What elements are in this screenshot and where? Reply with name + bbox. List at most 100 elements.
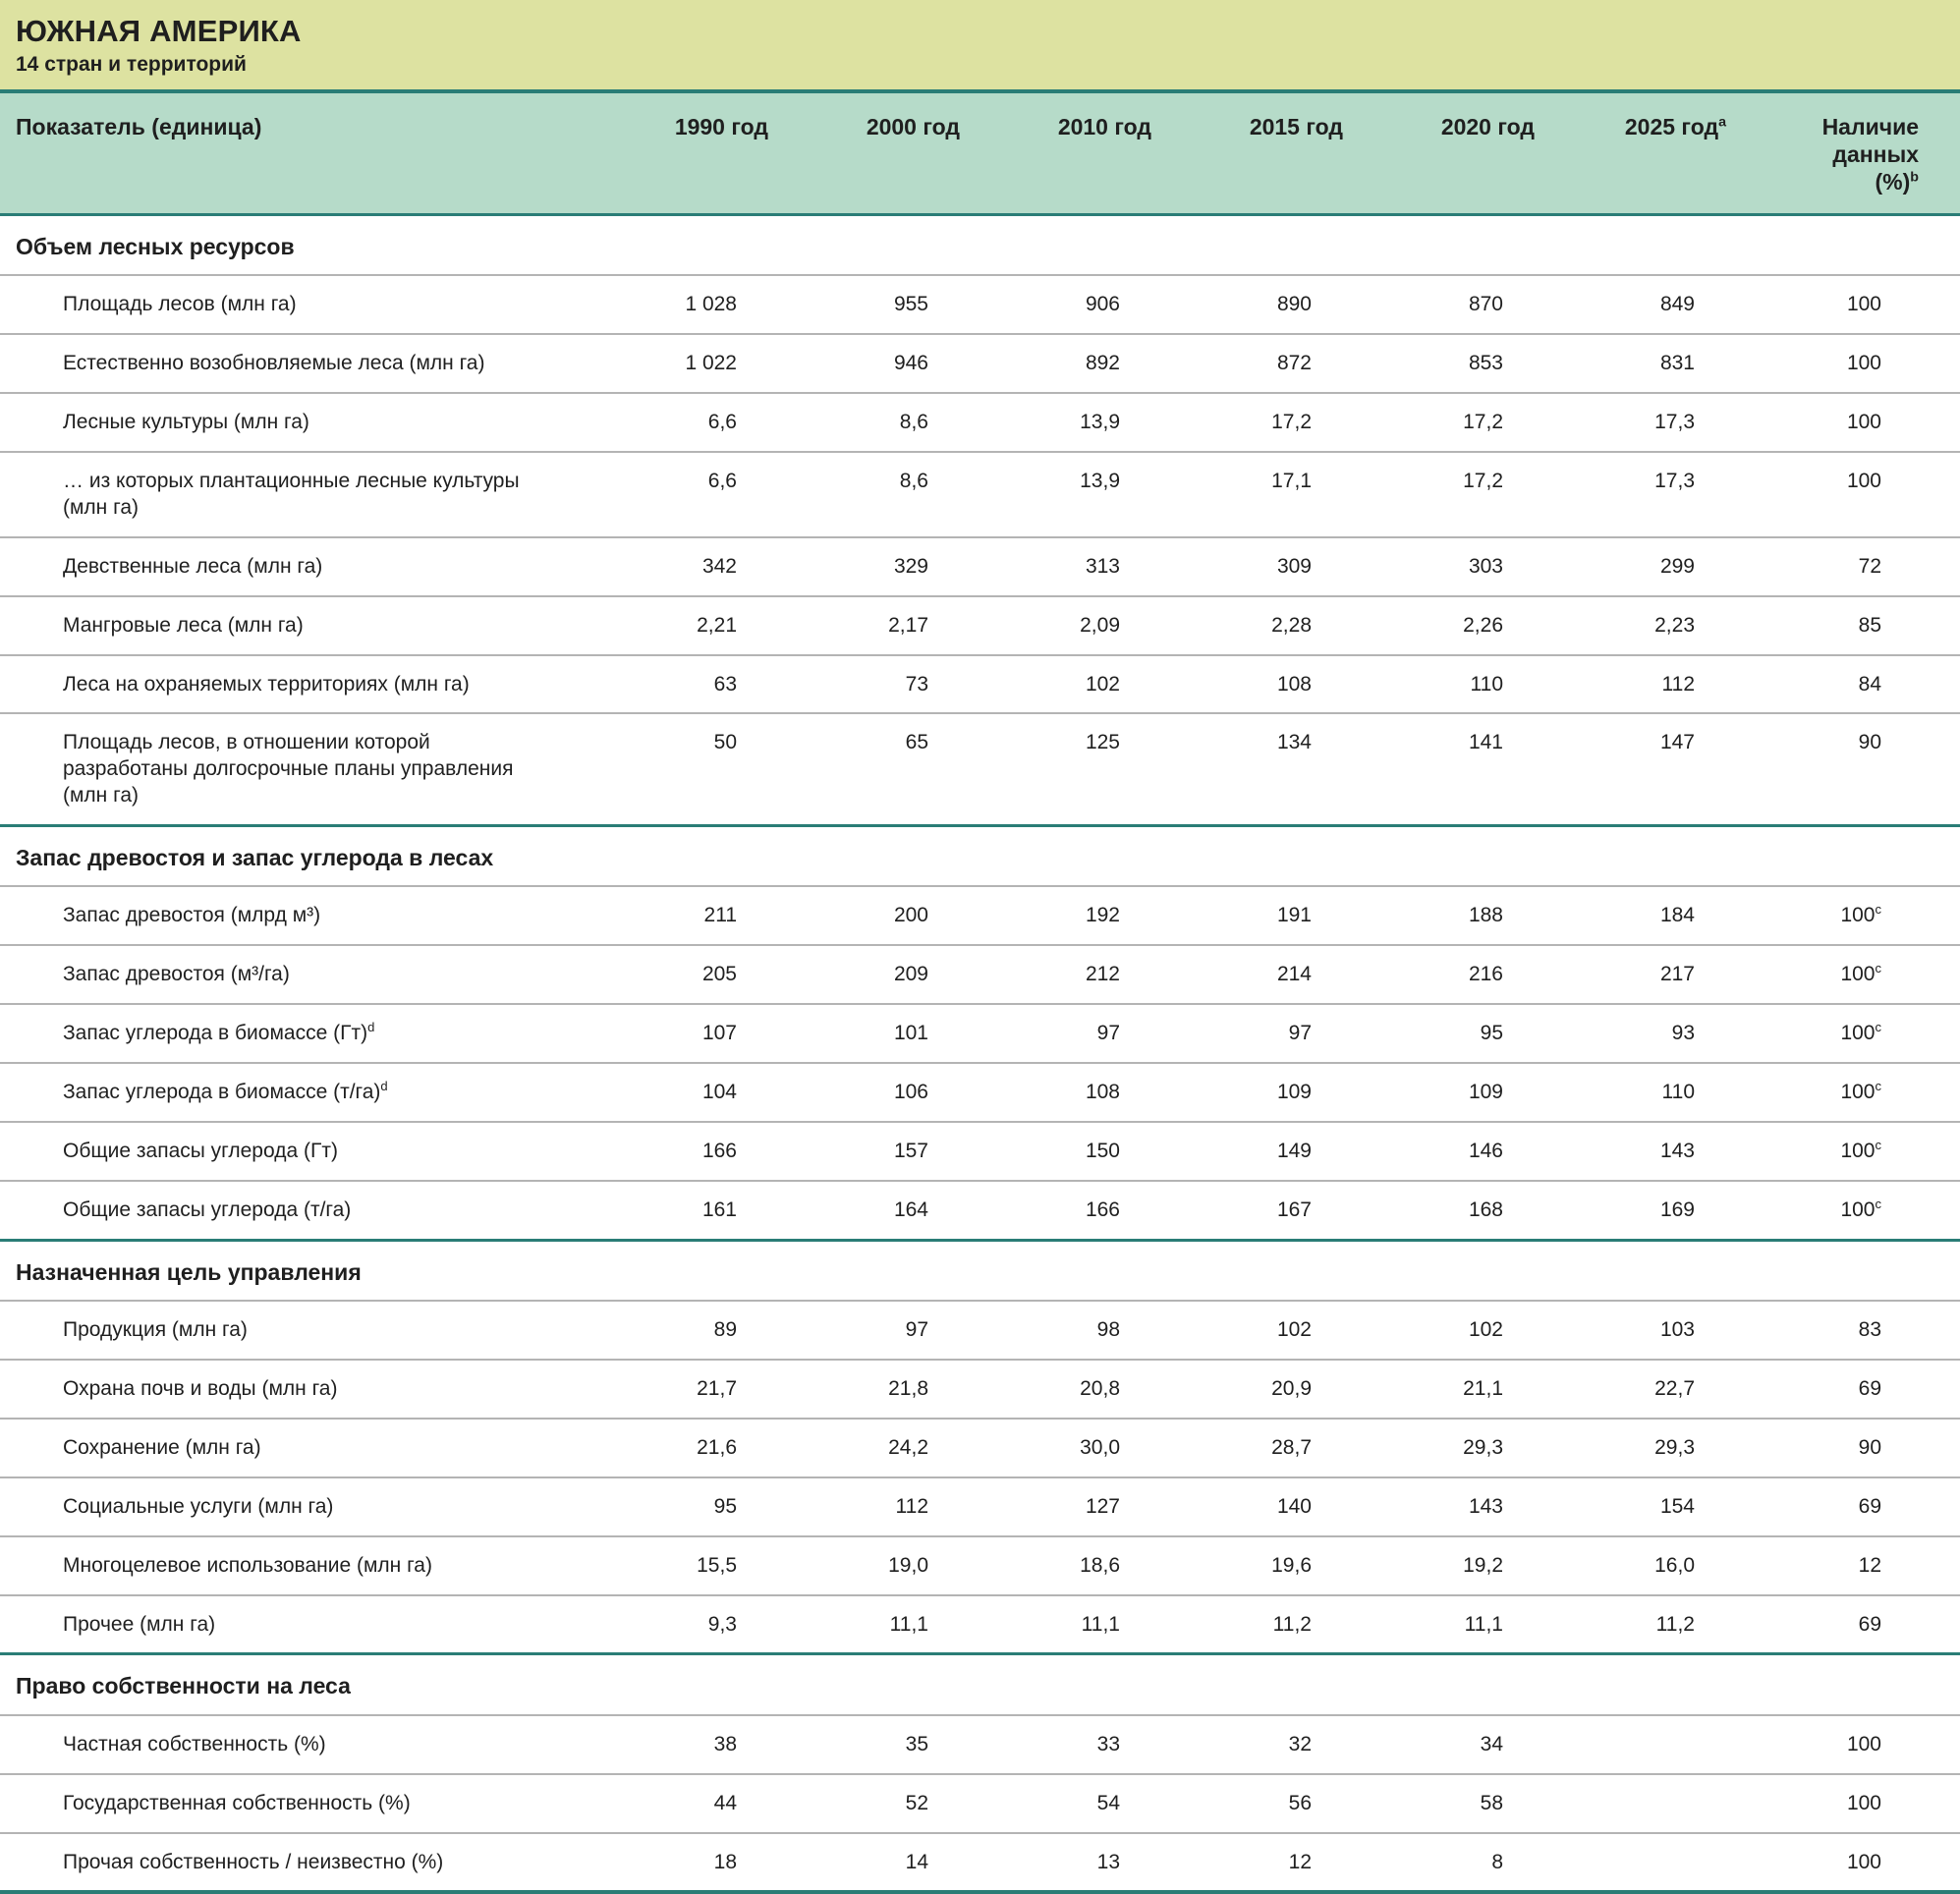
- value-cell: 95: [1480, 1022, 1503, 1045]
- row-label: … из которых плантационные лесные культу…: [63, 470, 520, 519]
- value-cell: 52: [905, 1791, 928, 1814]
- row-label: Девственные леса (млн га): [63, 554, 323, 578]
- section-title: Запас древостоя и запас углерода в лесах: [16, 845, 494, 871]
- availability-cell: 100c: [1840, 1137, 1881, 1162]
- value-cell: 890: [1276, 293, 1312, 316]
- value-cell: 2,09: [1080, 613, 1120, 637]
- row-label: Государственная собственность (%): [63, 1791, 411, 1814]
- value-cell: 164: [893, 1198, 928, 1221]
- row-label: Общие запасы углерода (Гт): [63, 1139, 338, 1162]
- value-cell: 97: [1096, 1022, 1120, 1045]
- value-cell: 89: [713, 1318, 737, 1342]
- value-cell: 107: [701, 1022, 737, 1045]
- availability-cell: 100: [1846, 411, 1881, 434]
- table-row: Частная собственность (%) 38 35 33 32 34 100: [0, 1715, 1960, 1774]
- row-label: Прочая собственность / неизвестно (%): [63, 1850, 444, 1873]
- section-title: Объем лесных ресурсов: [16, 233, 295, 259]
- value-cell: 149: [1276, 1139, 1312, 1162]
- section-header-row: Право собственности на леса: [0, 1653, 1960, 1715]
- value-cell: 58: [1480, 1791, 1503, 1814]
- column-header-data-availability: Наличие данных (%)b: [1734, 93, 1960, 215]
- column-header-indicator: Показатель (единица): [16, 113, 262, 139]
- availability-cell: 12: [1858, 1553, 1881, 1577]
- row-label: Запас древостоя (м³/га): [63, 963, 290, 986]
- value-cell: 216: [1468, 963, 1503, 986]
- availability-cell: 100: [1846, 352, 1881, 375]
- value-cell: 127: [1085, 1494, 1120, 1518]
- availability-cell: 85: [1858, 613, 1881, 637]
- value-cell: 313: [1085, 554, 1120, 578]
- value-cell: 299: [1659, 554, 1695, 578]
- table-row: Многоцелевое использование (млн га) 15,5 1…: [0, 1536, 1960, 1595]
- value-cell: 97: [1288, 1022, 1312, 1045]
- value-cell: 11,2: [1272, 1612, 1312, 1636]
- value-cell: 35: [905, 1732, 928, 1755]
- availability-cell: 100c: [1840, 961, 1881, 986]
- row-label: Продукция (млн га): [63, 1318, 248, 1342]
- value-cell: 17,2: [1463, 411, 1503, 434]
- value-cell: 112: [1661, 672, 1695, 696]
- statistics-table: Показатель (единица) 1990 год 2000 год 2…: [0, 92, 1960, 1894]
- availability-cell: 100: [1846, 1791, 1881, 1814]
- availability-cell: 100: [1846, 470, 1881, 493]
- value-cell: 15,5: [697, 1553, 737, 1577]
- value-cell: 329: [893, 554, 928, 578]
- value-cell: 106: [893, 1081, 928, 1104]
- availability-cell: 84: [1858, 672, 1881, 696]
- section-header-row: Назначенная цель управления: [0, 1240, 1960, 1302]
- value-cell: 21,8: [888, 1377, 928, 1401]
- table-row: … из которых плантационные лесные культу…: [0, 452, 1960, 537]
- value-cell: 19,6: [1271, 1553, 1312, 1577]
- value-cell: 853: [1468, 352, 1503, 375]
- value-cell: 166: [701, 1139, 737, 1162]
- value-cell: 303: [1468, 554, 1503, 578]
- value-cell: 212: [1085, 963, 1120, 986]
- row-label: Охрана почв и воды (млн га): [63, 1377, 338, 1401]
- value-cell: 143: [1659, 1139, 1695, 1162]
- value-cell: 140: [1276, 1494, 1312, 1518]
- value-cell: 93: [1671, 1022, 1695, 1045]
- section-header-row: Объем лесных ресурсов: [0, 214, 1960, 276]
- value-cell: 188: [1468, 904, 1503, 927]
- value-cell: 2,17: [888, 613, 928, 637]
- value-cell: 21,7: [697, 1377, 737, 1401]
- table-row: Прочее (млн га) 9,3 11,1 11,1 11,2 11,1 11,2 69: [0, 1595, 1960, 1654]
- section-title: Назначенная цель управления: [16, 1258, 362, 1285]
- value-cell: 1 028: [685, 293, 737, 316]
- region-subtitle: 14 стран и территорий: [16, 52, 247, 76]
- value-cell: 125: [1085, 731, 1120, 754]
- value-cell: 849: [1659, 293, 1695, 316]
- value-cell: 143: [1468, 1494, 1503, 1518]
- availability-cell: 100c: [1840, 1196, 1881, 1221]
- availability-cell: 100: [1846, 1732, 1881, 1755]
- value-cell: 102: [1468, 1318, 1503, 1342]
- value-cell: 946: [893, 352, 928, 375]
- value-cell: 11,1: [889, 1612, 928, 1636]
- value-cell: 110: [1661, 1081, 1695, 1104]
- value-cell: 9,3: [707, 1612, 737, 1636]
- value-cell: 50: [713, 731, 737, 754]
- value-cell: 8,6: [899, 470, 928, 493]
- value-cell: 97: [905, 1318, 928, 1342]
- row-label: Запас углерода в биомассе (Гт)d: [63, 1020, 375, 1045]
- value-cell: 38: [713, 1732, 737, 1755]
- value-cell: 17,3: [1654, 411, 1695, 434]
- value-cell: 161: [701, 1198, 737, 1221]
- availability-cell: 69: [1858, 1494, 1881, 1518]
- value-cell: 28,7: [1271, 1435, 1312, 1459]
- column-header-2020: 2020 год: [1440, 113, 1535, 139]
- value-cell: 33: [1096, 1732, 1120, 1755]
- value-cell: 109: [1276, 1081, 1312, 1104]
- value-cell: 872: [1276, 352, 1312, 375]
- value-cell: 134: [1276, 731, 1312, 754]
- section-header-row: Запас древостоя и запас углерода в лесах: [0, 825, 1960, 887]
- value-cell: 14: [905, 1850, 928, 1873]
- table-row: Девственные леса (млн га) 342 329 313 309 303…: [0, 537, 1960, 596]
- table-row: Запас древостоя (млрд м³) 211 200 192 191 188…: [0, 886, 1960, 946]
- table-row: Мангровые леса (млн га) 2,21 2,17 2,09 2,28 2…: [0, 596, 1960, 655]
- value-cell: 12: [1288, 1850, 1312, 1873]
- table-row: Естественно возобновляемые леса (млн га)…: [0, 334, 1960, 394]
- value-cell: 63: [713, 672, 737, 696]
- value-cell: 98: [1096, 1318, 1120, 1342]
- table-row: Общие запасы углерода (Гт) 166 157 150 149 14…: [0, 1122, 1960, 1181]
